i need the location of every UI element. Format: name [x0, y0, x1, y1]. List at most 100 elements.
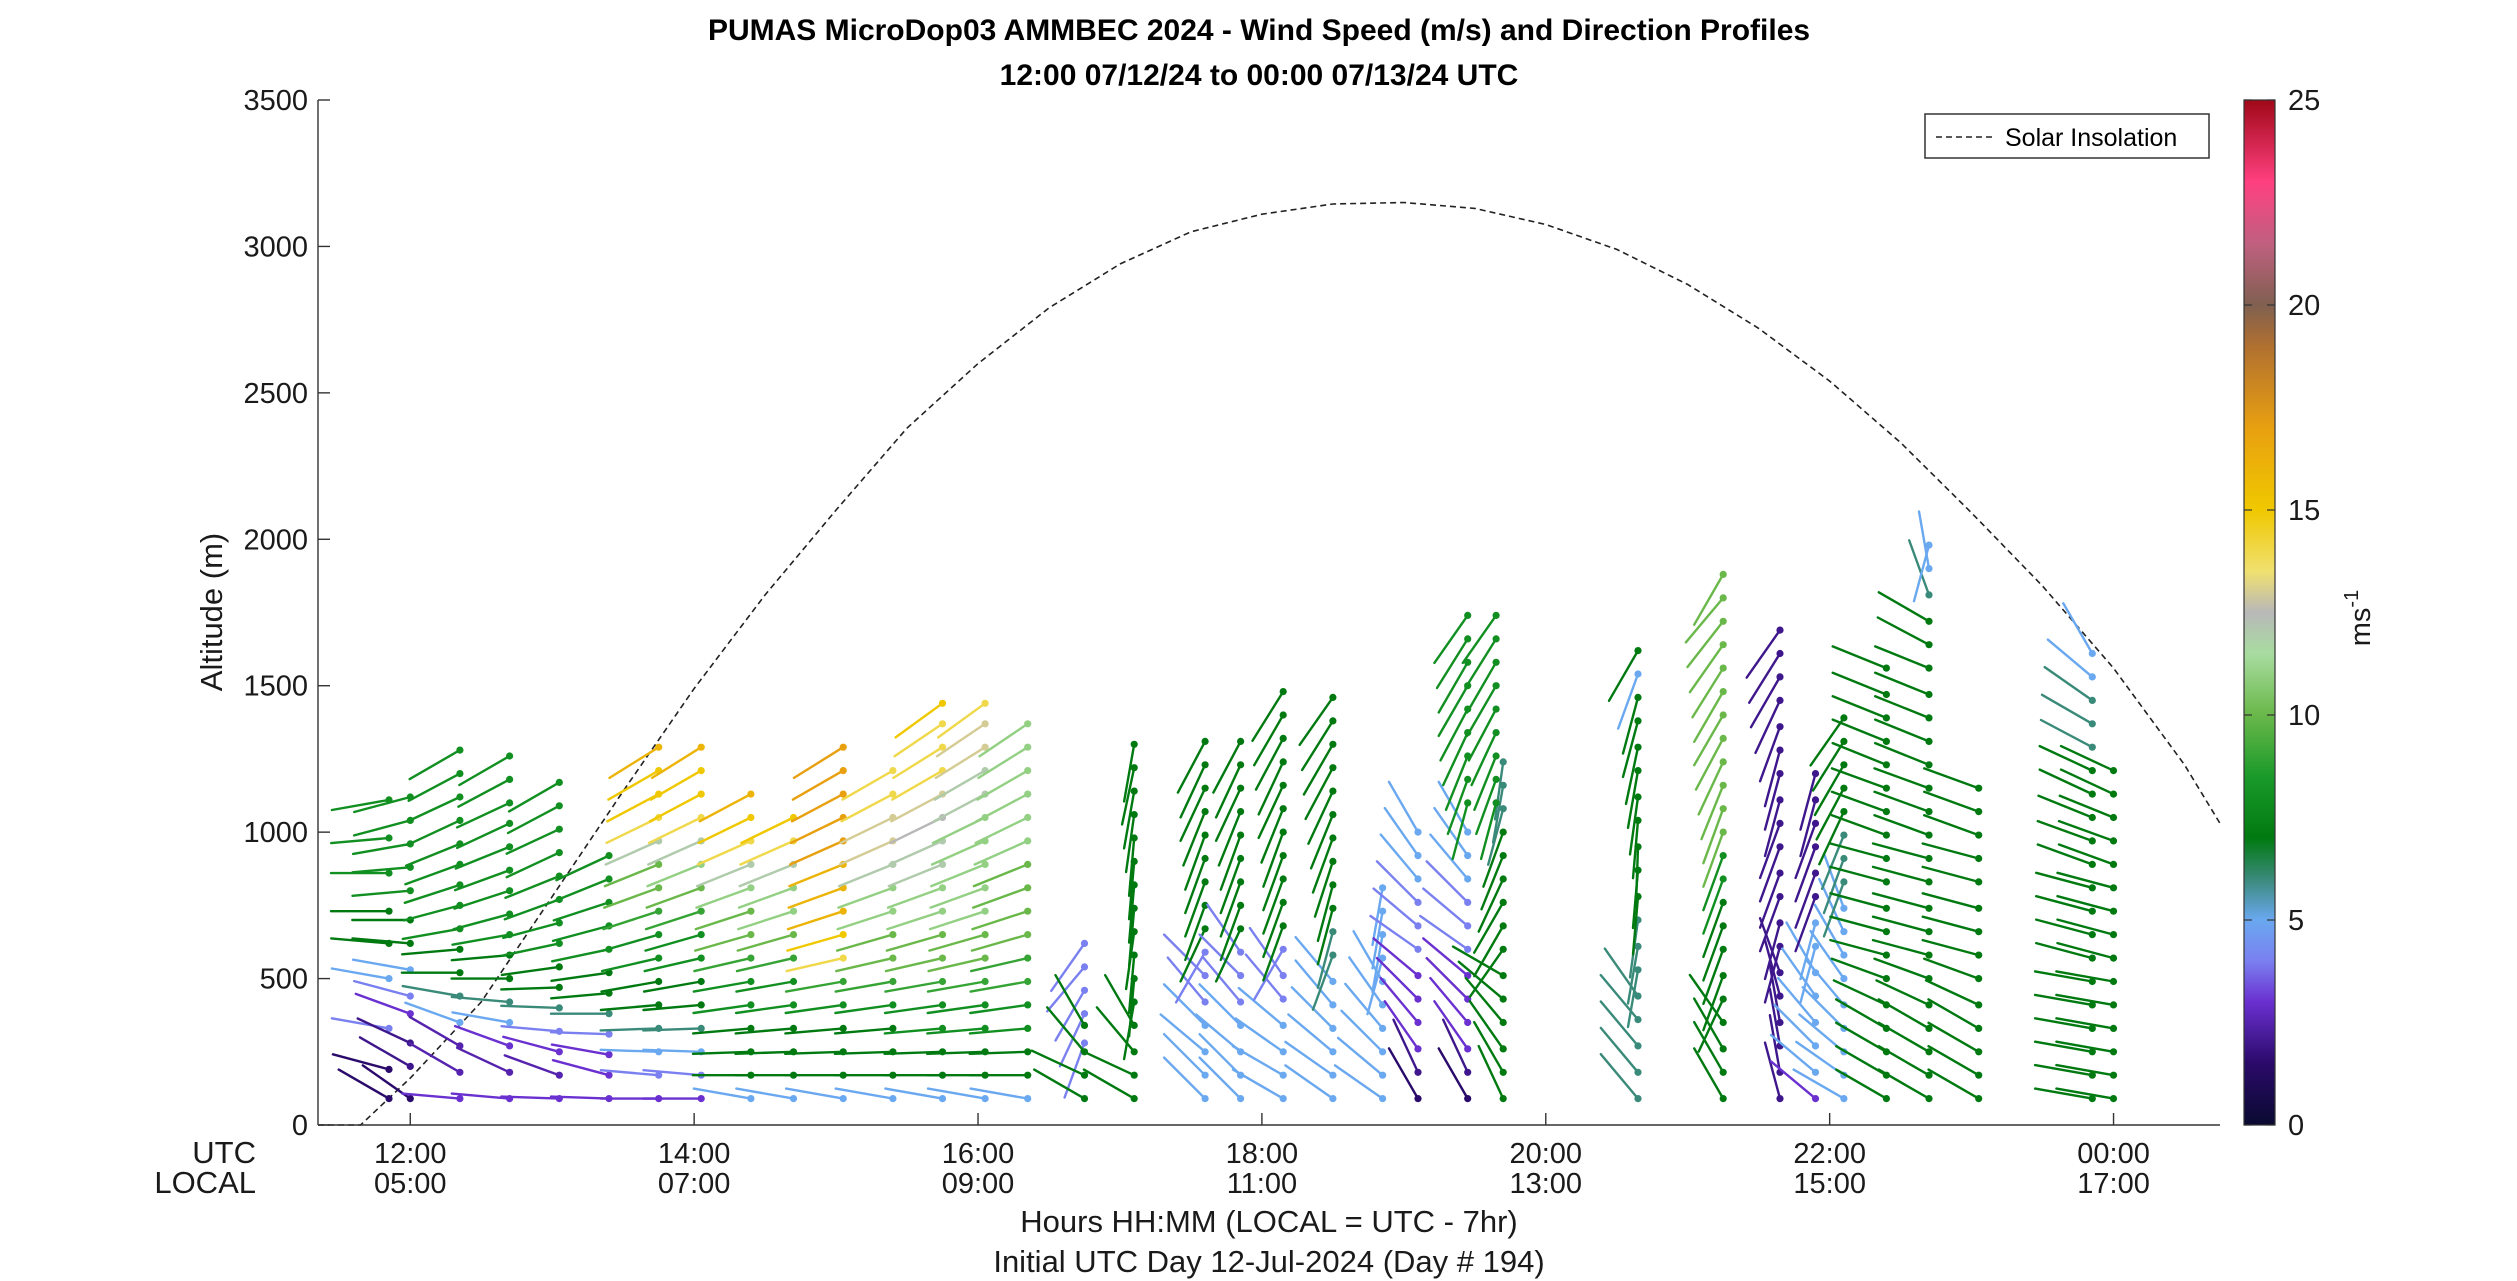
wind-barb-point	[1024, 790, 1032, 798]
wind-barb-shaft	[837, 886, 895, 909]
wind-barb-shaft	[1441, 1018, 1469, 1074]
wind-barb-point	[981, 907, 989, 915]
wind-barb-shaft	[1468, 1000, 1505, 1051]
wind-barb-point	[1201, 1071, 1209, 1079]
wind-barb-shaft	[1176, 740, 1207, 794]
wind-barb-point	[2088, 837, 2096, 845]
wind-barb-point	[1840, 854, 1848, 863]
wind-barb-point	[1925, 878, 1933, 886]
wind-barb-point	[1080, 1095, 1089, 1103]
wind-barb-shaft	[930, 863, 987, 888]
wind-barb-point	[1975, 951, 1983, 959]
wind-barb-point	[2109, 1071, 2118, 1079]
wind-barb-shaft	[1316, 907, 1335, 966]
wind-barb-shaft	[1873, 718, 1931, 743]
wind-barb-point	[1464, 1045, 1472, 1053]
wind-barb-point	[1499, 805, 1507, 813]
wind-barb-shaft	[935, 722, 987, 758]
wind-barb-shaft	[648, 792, 703, 823]
wind-barb-point	[1776, 723, 1784, 731]
y-tick-label: 3000	[243, 231, 308, 263]
wind-barb-point	[1492, 729, 1500, 737]
wind-barb-point	[385, 907, 393, 915]
wind-barb-shaft	[886, 910, 944, 931]
wind-barb-shaft	[1254, 737, 1285, 791]
wind-barb-point	[981, 954, 989, 962]
wind-barb-point	[1499, 781, 1507, 789]
wind-barb-shaft	[1813, 903, 1846, 957]
wind-barb-point	[2109, 1001, 2118, 1009]
x-tick-label-utc: 22:00	[1793, 1138, 1866, 1170]
wind-barb-point	[1975, 904, 1983, 912]
wind-barb-point	[889, 1001, 897, 1009]
wind-barb-shaft	[1799, 945, 1817, 1004]
wind-barb-shaft	[838, 839, 895, 866]
wind-barb-shaft	[1313, 860, 1335, 918]
wind-barb-point	[1201, 878, 1209, 886]
wind-barb-point	[655, 977, 663, 986]
wind-barb-point	[2088, 907, 2096, 915]
y-tick-label: 500	[260, 964, 308, 996]
wind-barb-shaft	[2055, 1017, 2115, 1030]
wind-barb-shaft	[457, 778, 511, 808]
wind-barb-shaft	[602, 910, 660, 931]
wind-barb-shaft	[693, 956, 753, 973]
wind-barb-shaft	[1694, 737, 1725, 791]
wind-barb-point	[1329, 811, 1337, 819]
wind-barb-point	[1634, 1042, 1642, 1050]
wind-barb-shaft	[1162, 1032, 1207, 1077]
wind-barb-point	[1499, 1095, 1507, 1103]
wind-barb-point	[1130, 811, 1138, 819]
wind-barb-shaft	[1219, 904, 1242, 962]
colorbar-tick-label: 10	[2288, 700, 2320, 732]
wind-barb-point	[1414, 852, 1422, 860]
wind-barb-point	[2088, 954, 2096, 962]
wind-barb-point	[1882, 664, 1890, 672]
wind-barb-shaft	[840, 792, 895, 823]
wind-barb-shaft	[1820, 833, 1846, 890]
wind-barb-point	[555, 919, 563, 927]
wind-barb-point	[1414, 898, 1422, 907]
wind-barb-shaft	[1219, 880, 1242, 938]
wind-barb-shaft	[2058, 794, 2115, 819]
wind-barb-point	[1237, 998, 1245, 1006]
wind-barb-shaft	[1159, 1013, 1207, 1054]
wind-barb-point	[1464, 945, 1472, 953]
wind-barb-shaft	[1830, 814, 1888, 837]
wind-barb-shaft	[453, 1024, 511, 1048]
wind-barb-shaft	[450, 1092, 511, 1100]
wind-barb-shaft	[1873, 741, 1931, 766]
chart-title-line2: 12:00 07/12/24 to 00:00 07/13/24 UTC	[1000, 59, 1519, 92]
wind-barb-shaft	[968, 1050, 1029, 1056]
wind-barb-shaft	[1127, 860, 1136, 921]
wind-barb-point	[1329, 740, 1337, 748]
wind-barb-point	[789, 907, 798, 915]
wind-barb-point	[1379, 1001, 1387, 1009]
wind-barb-point	[655, 860, 663, 869]
wind-barb-shaft	[1284, 1040, 1335, 1077]
wind-barb-point	[2088, 743, 2096, 751]
wind-barb-shaft	[351, 958, 412, 971]
wind-barb-shaft	[2059, 744, 2115, 772]
wind-barb-point	[1237, 784, 1245, 792]
wind-barb-point	[605, 875, 613, 883]
wind-barb-point	[1237, 831, 1245, 839]
wind-barb-point	[697, 790, 705, 798]
legend-solar-insolation-label: Solar Insolation	[2005, 124, 2177, 152]
wind-barb-point	[406, 992, 414, 1000]
wind-barb-point	[747, 813, 755, 822]
wind-barb-point	[1719, 758, 1727, 766]
wind-barb-shaft	[971, 910, 1029, 931]
wind-barb-shaft	[1260, 807, 1285, 864]
wind-barb-point	[1329, 693, 1337, 702]
wind-barb-point	[1925, 591, 1933, 599]
wind-barb-point	[1975, 1071, 1983, 1079]
wind-barb-point	[456, 816, 464, 825]
wind-barb-point	[2088, 884, 2096, 892]
wind-barb-point	[1925, 1024, 1933, 1032]
wind-barb-point	[789, 954, 798, 962]
wind-barb-point	[1776, 649, 1784, 658]
wind-barb-shaft	[1257, 784, 1285, 840]
wind-barb-shaft	[1829, 865, 1888, 884]
colorbar-unit-base: ms	[2345, 608, 2377, 647]
